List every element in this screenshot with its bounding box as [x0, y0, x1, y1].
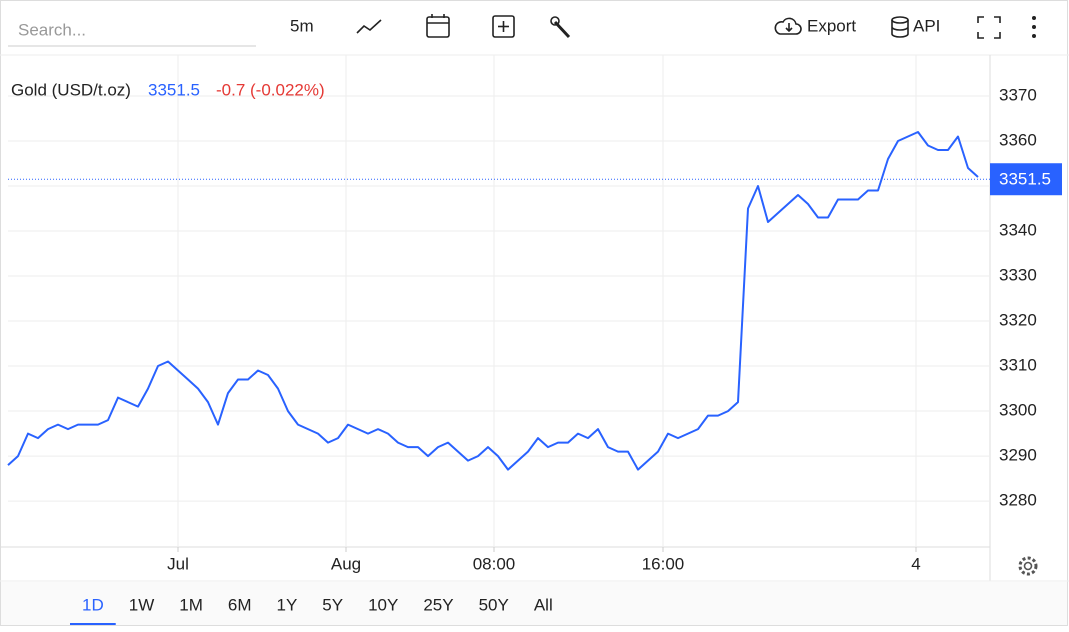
y-tick-label: 3340 — [999, 220, 1037, 239]
x-tick-label: 08:00 — [473, 554, 516, 573]
export-button[interactable]: Export — [807, 16, 856, 35]
x-tick-label: Aug — [331, 554, 361, 573]
range-button[interactable]: 1D — [82, 595, 104, 614]
y-tick-label: 3370 — [999, 85, 1037, 104]
y-tick-label: 3320 — [999, 311, 1037, 330]
menu-icon[interactable] — [1032, 16, 1036, 38]
range-button[interactable]: 1W — [129, 595, 155, 614]
x-tick-label: 16:00 — [642, 554, 685, 573]
y-tick-label: 3360 — [999, 130, 1037, 149]
export-icon[interactable] — [774, 17, 802, 35]
range-button[interactable]: 50Y — [479, 595, 509, 614]
api-icon[interactable] — [891, 16, 909, 38]
y-tick-label: 3310 — [999, 356, 1037, 375]
legend-title: Gold (USD/t.oz) — [11, 80, 131, 99]
y-tick-label: 3290 — [999, 446, 1037, 465]
add-icon[interactable] — [492, 15, 515, 38]
x-tick-label: Jul — [167, 554, 189, 573]
range-button[interactable]: 1M — [179, 595, 203, 614]
price-line — [7, 131, 979, 471]
interval-button[interactable]: 5m — [290, 16, 314, 35]
range-button[interactable]: 5Y — [322, 595, 343, 614]
last-price-label: 3351.5 — [999, 170, 1051, 189]
legend-change: -0.7 (-0.022%) — [216, 80, 325, 99]
range-button[interactable]: 6M — [228, 595, 252, 614]
fullscreen-icon[interactable] — [977, 16, 1001, 39]
plot: 3280329033003310332033303340335033603370… — [0, 55, 1062, 581]
range-button[interactable]: 1Y — [276, 595, 297, 614]
chart-type-icon[interactable] — [356, 19, 382, 34]
range-button[interactable]: 25Y — [423, 595, 453, 614]
x-tick-label: 4 — [911, 554, 920, 573]
search-input[interactable]: Search... — [18, 20, 86, 39]
tools-icon[interactable] — [550, 16, 571, 39]
legend-price: 3351.5 — [148, 80, 200, 99]
last-price-box — [990, 163, 1062, 196]
y-tick-label: 3330 — [999, 266, 1037, 285]
settings-icon[interactable] — [1018, 556, 1038, 576]
range-button[interactable]: All — [534, 595, 553, 614]
range-button[interactable]: 10Y — [368, 595, 398, 614]
range-bar — [1, 582, 1067, 625]
calendar-icon[interactable] — [426, 14, 450, 38]
y-tick-label: 3280 — [999, 491, 1037, 510]
y-tick-label: 3300 — [999, 401, 1037, 420]
api-button[interactable]: API — [913, 16, 940, 35]
